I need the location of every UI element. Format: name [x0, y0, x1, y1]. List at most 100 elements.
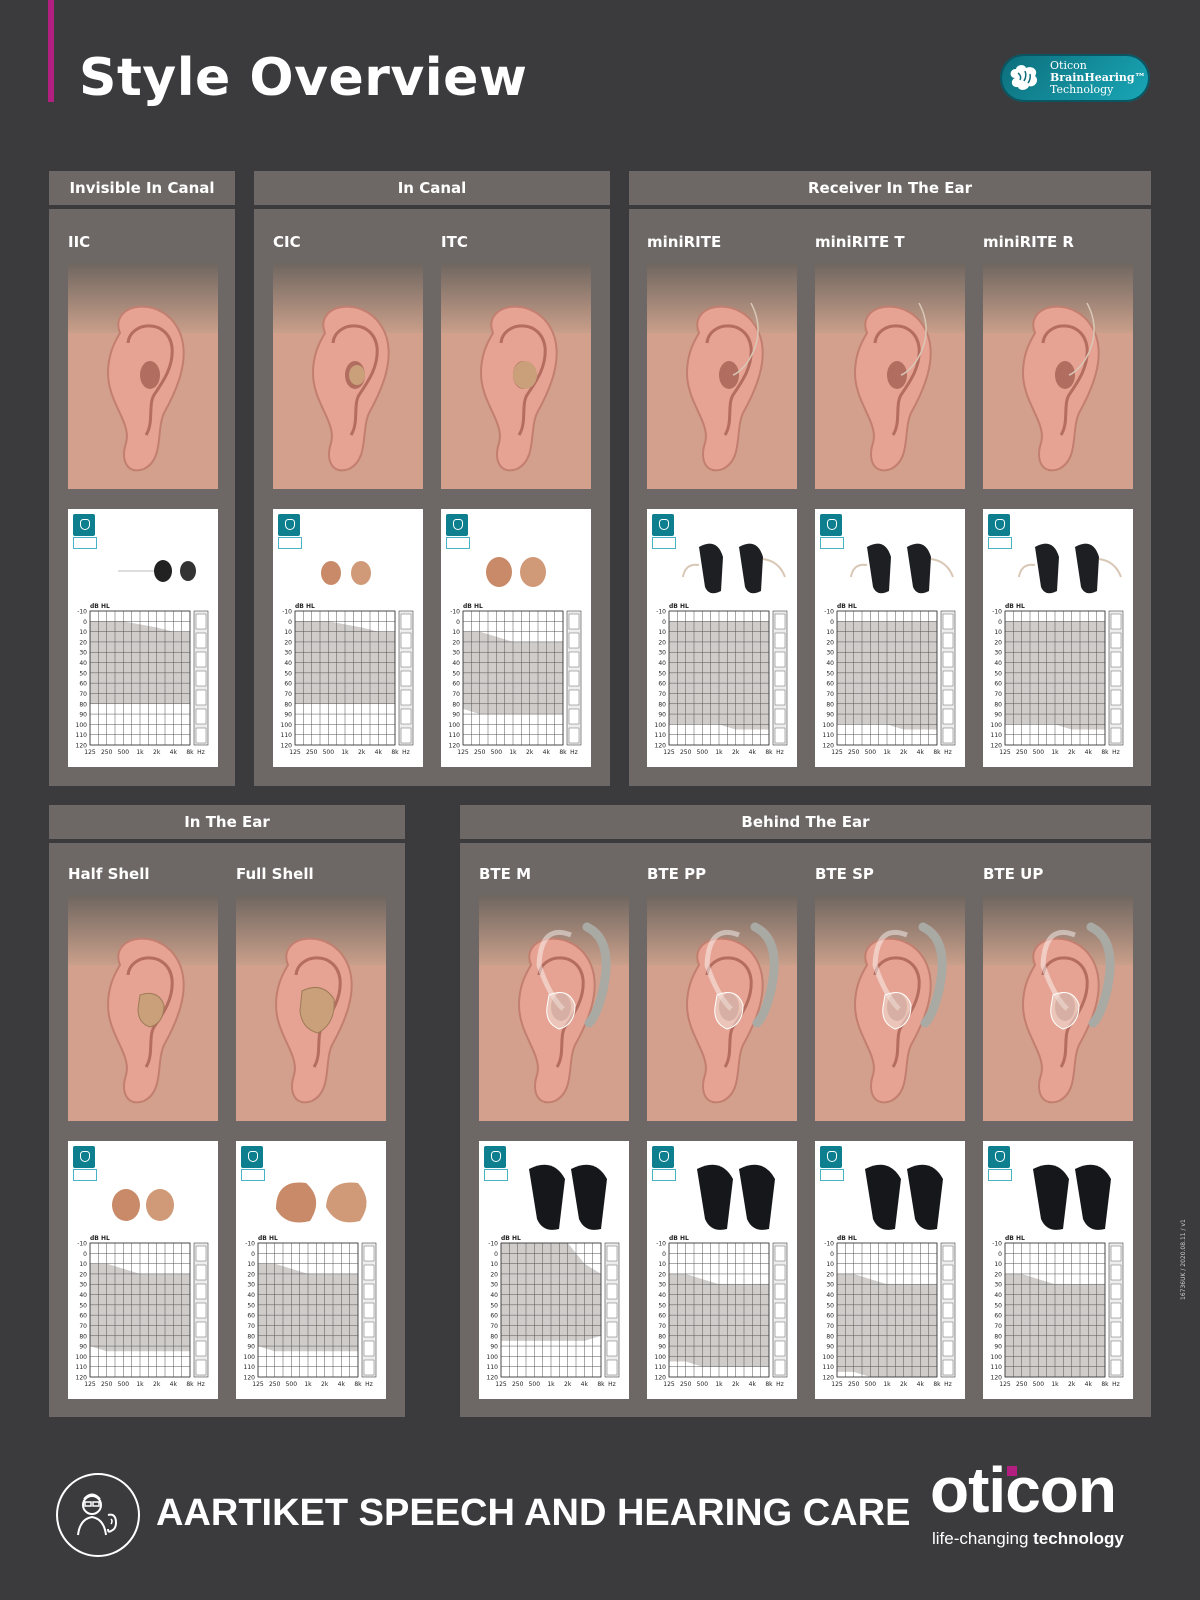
x-tick-label: 8k	[933, 1381, 941, 1388]
y-tick-label: 120	[76, 1375, 88, 1382]
legend-box	[774, 708, 786, 725]
legend-box	[195, 1264, 207, 1281]
y-tick-label: 40	[490, 1292, 498, 1299]
x-tick-label: 500	[118, 1381, 130, 1388]
y-tick-label: 10	[658, 629, 666, 636]
device-right	[907, 543, 931, 594]
x-tick-label: 2k	[732, 1381, 740, 1388]
style-name: IIC	[68, 233, 91, 251]
y-tick-label: 50	[994, 1302, 1002, 1309]
legend-box	[774, 632, 786, 649]
style-card: BTE SP -10 0 10 20 30 40 50 60 70 80 90 100 110 120 dB …	[815, 865, 965, 1399]
legend-box	[400, 670, 412, 687]
y-tick-label: 60	[79, 681, 87, 688]
y-tick-label: 40	[994, 660, 1002, 667]
y-tick-label: 80	[658, 1333, 666, 1340]
x-tick-label: 125	[84, 749, 96, 756]
ear-outline	[479, 305, 558, 472]
y-tick-label: 70	[994, 691, 1002, 698]
receiver-left	[682, 563, 700, 578]
audiogram-frame	[89, 1242, 191, 1378]
style-card: BTE UP -10 0 10 20 30 40 50 60 70 80 90 100 110 120 dB …	[983, 865, 1133, 1399]
y-tick-label: 10	[490, 1261, 498, 1268]
y-tick-label: 0	[83, 619, 87, 626]
y-axis-label: dB HL	[90, 603, 110, 610]
fitting-card: -10 0 10 20 30 40 50 60 70 80 90 100 110 120 dB HL 125 2…	[647, 1141, 797, 1399]
y-tick-label: 10	[994, 629, 1002, 636]
y-tick-label: 100	[991, 722, 1003, 729]
x-tick-label: 2k	[358, 749, 366, 756]
ear-fold	[537, 956, 585, 1068]
legend-box	[363, 1321, 375, 1338]
x-tick-label: 250	[512, 1381, 524, 1388]
y-tick-label: 70	[994, 1323, 1002, 1330]
x-tick-label: 1k	[883, 1381, 891, 1388]
ear-photo	[273, 263, 423, 489]
y-tick-label: 20	[994, 639, 1002, 646]
x-tick-label: Hz	[570, 749, 578, 756]
x-tick-label: 500	[323, 749, 335, 756]
y-tick-label: 70	[658, 1323, 666, 1330]
legend-box	[942, 727, 954, 744]
hearing-aid-image	[845, 1149, 960, 1231]
y-axis-label: dB HL	[295, 603, 315, 610]
legend-box	[195, 1302, 207, 1319]
product-badge-icon	[446, 537, 470, 549]
x-tick-label: 125	[84, 1381, 96, 1388]
y-tick-label: -10	[824, 609, 834, 616]
category-in-the-ear: In The Ear	[49, 805, 405, 839]
x-tick-label: 4k	[543, 749, 551, 756]
y-tick-label: 40	[658, 1292, 666, 1299]
y-tick-label: 90	[79, 1344, 87, 1351]
device-left	[112, 1189, 140, 1221]
y-tick-label: 120	[449, 743, 461, 750]
accent-bar	[48, 0, 54, 102]
y-tick-label: -10	[450, 609, 460, 616]
legend-box	[195, 1245, 207, 1262]
in-ear-device	[137, 992, 165, 1028]
x-tick-label: 1k	[715, 749, 723, 756]
device-left	[321, 561, 341, 585]
y-tick-label: 20	[79, 639, 87, 646]
legend-box	[606, 1245, 618, 1262]
y-tick-label: -10	[824, 1241, 834, 1248]
y-tick-label: 90	[994, 712, 1002, 719]
y-tick-label: 0	[251, 1251, 255, 1258]
bte-earmold	[1050, 992, 1080, 1030]
receiver-right	[930, 558, 954, 578]
legend-box	[942, 670, 954, 687]
y-tick-label: 80	[826, 1333, 834, 1340]
x-tick-label: Hz	[776, 1381, 784, 1388]
x-tick-label: Hz	[365, 1381, 373, 1388]
device-right	[907, 1164, 943, 1230]
y-tick-label: 90	[79, 712, 87, 719]
hearing-aid-image	[509, 1149, 624, 1231]
x-tick-label: 8k	[1101, 1381, 1109, 1388]
audiogram-frame	[500, 1242, 602, 1378]
y-tick-label: 110	[76, 732, 88, 739]
y-tick-label: 80	[79, 701, 87, 708]
y-tick-label: 80	[490, 1333, 498, 1340]
device-left	[276, 1182, 317, 1223]
hearing-aid-image	[471, 517, 586, 599]
x-tick-label: Hz	[402, 749, 410, 756]
ear-photo	[983, 895, 1133, 1121]
ear-outline	[106, 305, 185, 472]
x-tick-label: 4k	[170, 1381, 178, 1388]
bte-body	[1086, 922, 1115, 1028]
y-tick-label: 0	[998, 1251, 1002, 1258]
y-tick-label: 70	[658, 691, 666, 698]
y-tick-label: 30	[658, 1282, 666, 1289]
y-tick-label: -10	[656, 1241, 666, 1248]
y-tick-label: 100	[487, 1354, 499, 1361]
ear-photo	[236, 895, 386, 1121]
product-badge-icon	[484, 1169, 508, 1181]
audiogram-chart: -10 0 10 20 30 40 50 60 70 80 90 100 110 120 dB HL 125 2…	[236, 1233, 386, 1399]
x-tick-label: 1k	[1051, 749, 1059, 756]
device-right	[351, 561, 371, 585]
y-tick-label: 0	[288, 619, 292, 626]
y-tick-label: 30	[452, 650, 460, 657]
oticon-product-icon	[241, 1146, 263, 1168]
y-tick-label: 50	[658, 1302, 666, 1309]
x-tick-label: 125	[663, 749, 675, 756]
